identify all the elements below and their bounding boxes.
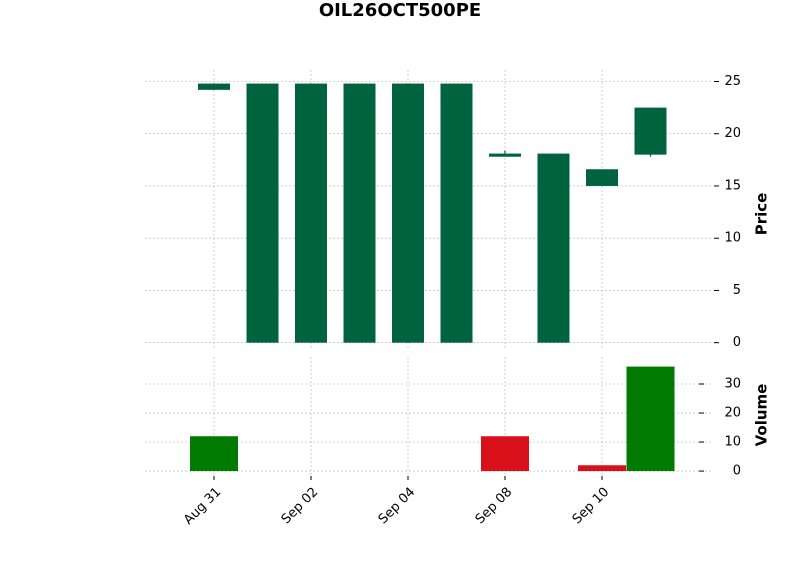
chart-title: OIL26OCT500PE — [319, 0, 481, 21]
y-tick-label: 0 — [733, 335, 741, 350]
volume-axis-label: Volume — [753, 384, 771, 447]
y-tick-label: 15 — [724, 178, 741, 193]
volume-y-tick-label: 0 — [733, 464, 741, 479]
candle-body — [246, 83, 279, 343]
volume-bar — [626, 366, 675, 472]
y-axis-label: Price — [753, 193, 771, 236]
y-tick-label: 10 — [724, 231, 741, 246]
candle-body — [343, 83, 376, 343]
x-tick-label: Aug 31 — [181, 485, 224, 528]
candle-body — [440, 83, 473, 343]
x-tick-label: Sep 10 — [570, 485, 613, 528]
volume-y-tick-label: 30 — [724, 376, 741, 391]
candle-body — [295, 83, 327, 343]
candle-body — [489, 153, 521, 157]
y-tick-label: 20 — [724, 126, 741, 141]
volume-bar — [481, 436, 529, 472]
candle-body — [198, 83, 230, 90]
candle-body — [537, 153, 570, 343]
candle-body — [634, 107, 667, 155]
x-tick-label: Sep 02 — [279, 485, 322, 528]
volume-bar — [578, 465, 626, 472]
y-tick-label: 5 — [733, 283, 741, 298]
x-tick-label: Sep 04 — [376, 485, 419, 528]
y-tick-label: 25 — [724, 74, 741, 89]
volume-bar — [190, 436, 238, 472]
x-tick-label: Sep 08 — [473, 485, 516, 528]
candle-body — [586, 169, 618, 186]
volume-y-tick-label: 20 — [724, 406, 741, 421]
volume-y-tick-label: 10 — [724, 435, 741, 450]
candle-body — [392, 83, 424, 343]
